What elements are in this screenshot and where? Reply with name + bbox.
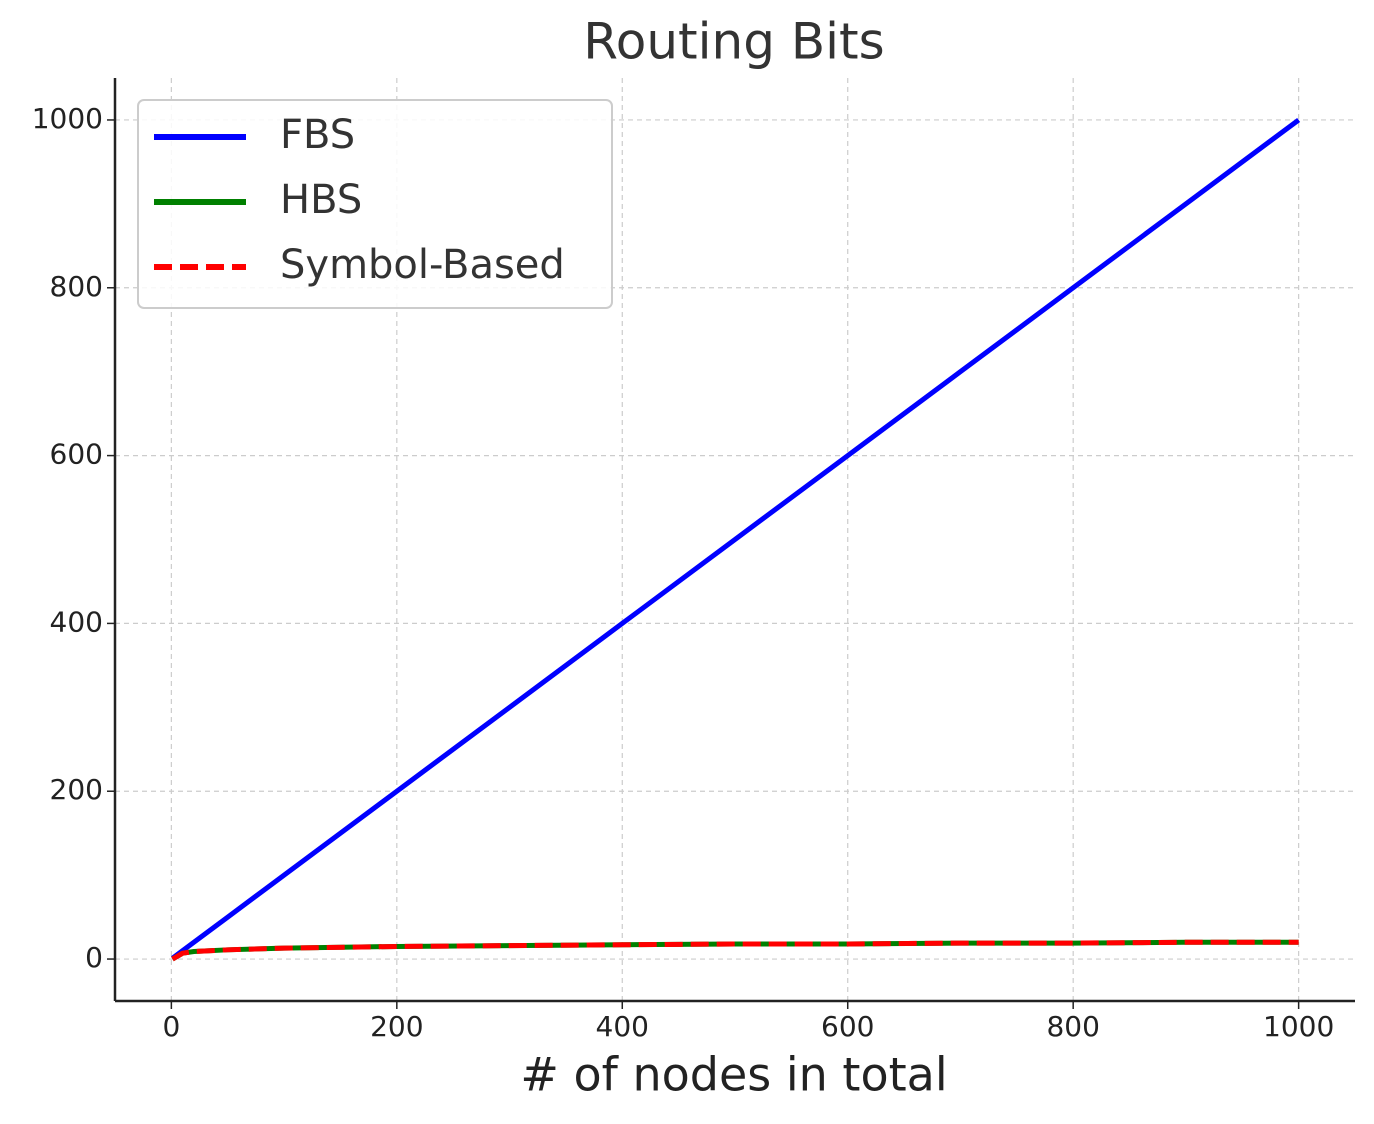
x-tick-label: 400 (596, 1010, 649, 1043)
data-line (170, 117, 1301, 961)
legend-label: FBS (280, 112, 355, 158)
x-tick-label: 1000 (1263, 1010, 1334, 1043)
x-axis-label: # of nodes in total (520, 1048, 947, 1102)
data-line (171, 939, 1299, 962)
y-tick-label: 600 (50, 438, 103, 471)
y-tick-label: 200 (50, 773, 103, 806)
legend-label: Symbol-Based (280, 242, 565, 288)
x-tick-label: 0 (162, 1010, 180, 1043)
legend-label: HBS (280, 177, 362, 223)
x-tick-label: 800 (1046, 1010, 1099, 1043)
legend-box (137, 99, 613, 309)
y-tick-label: 1000 (32, 102, 103, 135)
data-line (171, 939, 1299, 962)
chart-title: Routing Bits (583, 13, 884, 71)
x-tick-label: 600 (821, 1010, 874, 1043)
x-tick-label: 200 (370, 1010, 423, 1043)
y-tick-label: 800 (50, 270, 103, 303)
y-tick-label: 400 (50, 605, 103, 638)
y-tick-label: 0 (85, 941, 103, 974)
